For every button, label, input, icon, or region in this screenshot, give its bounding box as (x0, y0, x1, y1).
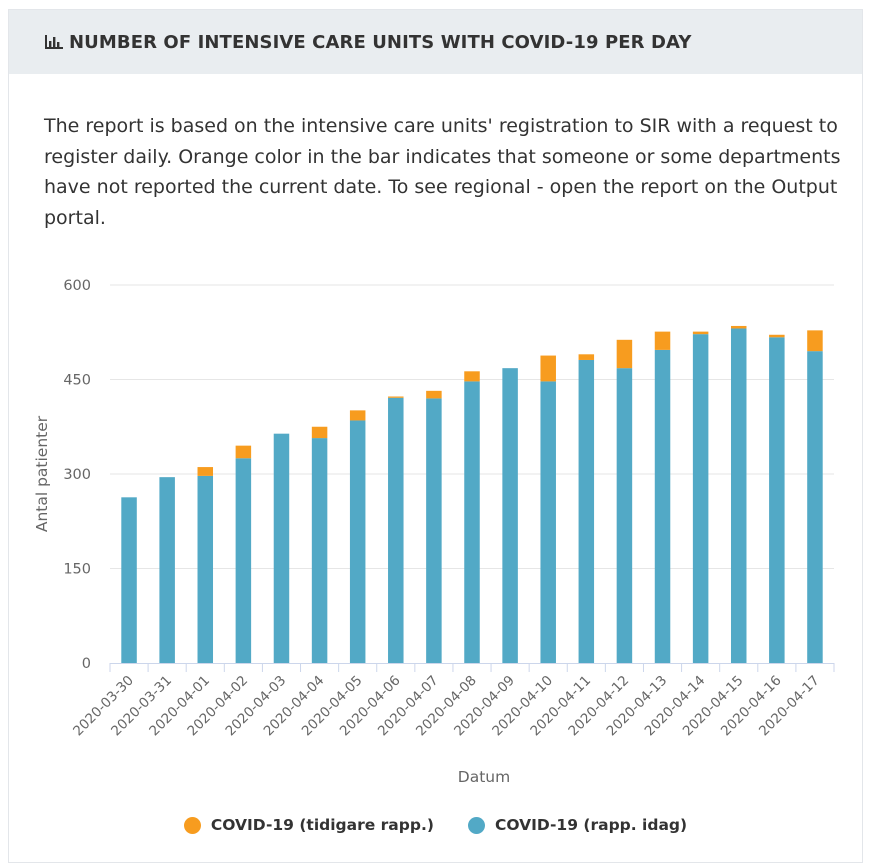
bar-reported-earlier[interactable] (388, 396, 404, 398)
bar-reported-today[interactable] (654, 349, 671, 663)
y-tick-label: 150 (63, 562, 91, 578)
card-title: NUMBER OF INTENSIVE CARE UNITS WITH COVI… (69, 31, 692, 53)
x-axis-title: Datum (458, 768, 510, 786)
bar-reported-earlier[interactable] (235, 445, 252, 459)
icu-bar-chart: 01503004506002020-03-302020-03-312020-04… (33, 278, 835, 786)
bar-reported-today[interactable] (578, 359, 595, 663)
legend-marker-earlier (183, 816, 201, 834)
report-card: NUMBER OF INTENSIVE CARE UNITS WITH COVI… (8, 9, 863, 863)
bar-reported-today[interactable] (692, 334, 709, 663)
bar-reported-today[interactable] (540, 381, 556, 663)
bar-reported-earlier[interactable] (654, 331, 671, 350)
legend-marker-today (467, 816, 485, 834)
bar-reported-earlier[interactable] (807, 330, 823, 352)
y-tick-label: 450 (63, 373, 91, 389)
bar-reported-earlier[interactable] (578, 354, 595, 360)
legend-item-today[interactable]: COVID-19 (rapp. idag) (467, 816, 688, 834)
bar-reported-today[interactable] (464, 381, 480, 663)
bar-reported-today[interactable] (235, 458, 252, 663)
bar-reported-today[interactable] (730, 328, 747, 663)
bar-reported-today[interactable] (121, 497, 137, 663)
bar-reported-today[interactable] (807, 351, 823, 663)
report-description: The report is based on the intensive car… (44, 115, 841, 229)
bar-reported-earlier[interactable] (464, 371, 480, 382)
bar-reported-today[interactable] (388, 397, 404, 663)
bar-reported-earlier[interactable] (349, 410, 366, 421)
y-tick-label: 600 (63, 278, 91, 294)
y-axis-title: Antal patienter (33, 415, 51, 532)
legend-label-earlier: COVID-19 (tidigare rapp.) (210, 816, 434, 834)
bar-reported-today[interactable] (349, 420, 366, 663)
y-tick-label: 300 (63, 467, 91, 483)
bar-reported-today[interactable] (311, 438, 328, 663)
chart-legend: COVID-19 (tidigare rapp.) COVID-19 (rapp… (9, 816, 862, 834)
bar-reported-today[interactable] (426, 398, 442, 663)
bar-reported-today[interactable] (273, 433, 290, 663)
y-tick-label: 0 (82, 656, 91, 672)
bar-reported-earlier[interactable] (769, 334, 785, 338)
bar-reported-today[interactable] (197, 475, 214, 663)
bar-reported-today[interactable] (769, 337, 785, 663)
bar-reported-today[interactable] (616, 368, 633, 663)
bar-reported-earlier[interactable] (426, 390, 442, 399)
bar-reported-today[interactable] (159, 477, 175, 663)
bar-reported-today[interactable] (502, 368, 518, 663)
bar-chart-icon (45, 35, 63, 49)
bar-reported-earlier[interactable] (692, 331, 709, 335)
legend-item-earlier[interactable]: COVID-19 (tidigare rapp.) (183, 816, 434, 834)
bar-reported-earlier[interactable] (616, 339, 633, 369)
card-header: NUMBER OF INTENSIVE CARE UNITS WITH COVI… (9, 10, 862, 74)
legend-label-today: COVID-19 (rapp. idag) (494, 816, 688, 834)
bar-reported-earlier[interactable] (311, 426, 328, 439)
bar-reported-earlier[interactable] (540, 355, 556, 382)
bar-reported-earlier[interactable] (730, 325, 747, 329)
bar-reported-earlier[interactable] (197, 467, 214, 476)
